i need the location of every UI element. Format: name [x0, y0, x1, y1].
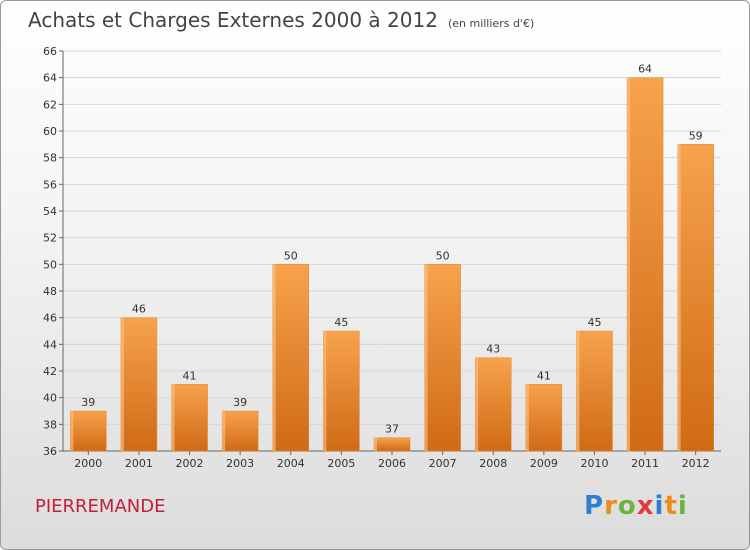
bar-highlight — [475, 357, 479, 451]
label-layer: 39 2000 46 2001 41 2002 39 2003 50 2004 45 2005 37 20… — [74, 63, 709, 470]
bar-highlight — [272, 264, 276, 451]
bar-2001 — [120, 317, 158, 452]
x-tick-label: 2003 — [226, 457, 254, 470]
bar-2004 — [272, 264, 310, 452]
y-tick-label: 66 — [43, 45, 57, 58]
bar-highlight — [323, 331, 327, 451]
x-tick-label: 2005 — [327, 457, 355, 470]
value-label: 39 — [81, 396, 95, 409]
commune-name: PIERREMANDE — [35, 496, 166, 517]
y-tick-label: 64 — [43, 72, 57, 85]
y-tick-label: 50 — [43, 258, 57, 271]
value-label: 39 — [233, 396, 247, 409]
bar-highlight — [120, 317, 124, 451]
bar-highlight — [171, 384, 175, 451]
bar-highlight — [374, 437, 377, 451]
y-tick-label: 56 — [43, 178, 57, 191]
bar-highlight — [424, 264, 428, 451]
y-tick-label: 42 — [43, 365, 57, 378]
y-tick-label: 44 — [43, 338, 57, 351]
bar-2011 — [626, 77, 664, 452]
y-tick-label: 60 — [43, 125, 57, 138]
y-tick-label: 52 — [43, 232, 57, 245]
bar-2006 — [373, 437, 411, 452]
y-tick-label: 58 — [43, 152, 57, 165]
x-tick-label: 2012 — [682, 457, 710, 470]
bar-2008 — [474, 357, 512, 452]
value-label: 37 — [385, 423, 399, 436]
proxiti-logo: Proxiti — [584, 491, 688, 521]
bar-layer — [70, 77, 714, 452]
bar-2007 — [424, 264, 461, 452]
value-label: 41 — [537, 369, 551, 382]
bar-2009 — [525, 384, 563, 452]
value-label: 59 — [689, 129, 703, 142]
x-tick-label: 2011 — [631, 457, 659, 470]
value-label: 46 — [132, 303, 146, 316]
bar-highlight — [222, 411, 226, 451]
bar-2010 — [576, 330, 613, 452]
x-tick-label: 2006 — [378, 457, 406, 470]
value-label: 45 — [334, 316, 348, 329]
y-tick-label: 38 — [43, 418, 57, 431]
x-tick-label: 2002 — [176, 457, 204, 470]
x-tick-label: 2007 — [429, 457, 457, 470]
bar-highlight — [677, 144, 681, 452]
value-label: 43 — [486, 343, 500, 356]
bar-2005 — [323, 330, 360, 452]
x-tick-label: 2010 — [580, 457, 608, 470]
bar-highlight — [627, 77, 631, 452]
bar-2003 — [221, 410, 259, 452]
y-tick-label: 54 — [43, 205, 57, 218]
y-tick-label: 48 — [43, 285, 57, 298]
chart-unit: (en milliers d'€) — [447, 17, 535, 30]
x-tick-label: 2004 — [277, 457, 305, 470]
bar-2000 — [70, 410, 107, 452]
x-tick-label: 2009 — [530, 457, 558, 470]
bar-2012 — [677, 144, 714, 452]
x-tick-label: 2008 — [479, 457, 507, 470]
y-tick-label: 36 — [43, 445, 57, 458]
x-tick-label: 2000 — [74, 457, 102, 470]
chart-title-text: Achats et Charges Externes 2000 à 2012 — [28, 8, 438, 32]
bar-2002 — [171, 384, 208, 452]
value-label: 50 — [284, 249, 298, 262]
y-tick-label: 46 — [43, 312, 57, 325]
bar-highlight — [70, 411, 74, 451]
y-tick-label: 40 — [43, 392, 57, 405]
chart-title: Achats et Charges Externes 2000 à 2012 (e… — [28, 8, 534, 32]
value-label: 64 — [638, 63, 652, 76]
bar-highlight — [576, 331, 580, 451]
bar-highlight — [525, 384, 529, 451]
grid-layer — [63, 50, 721, 452]
x-tick-label: 2001 — [125, 457, 153, 470]
value-label: 50 — [436, 249, 450, 262]
value-label: 45 — [587, 316, 601, 329]
value-label: 41 — [183, 369, 197, 382]
y-tick-label: 62 — [43, 98, 57, 111]
